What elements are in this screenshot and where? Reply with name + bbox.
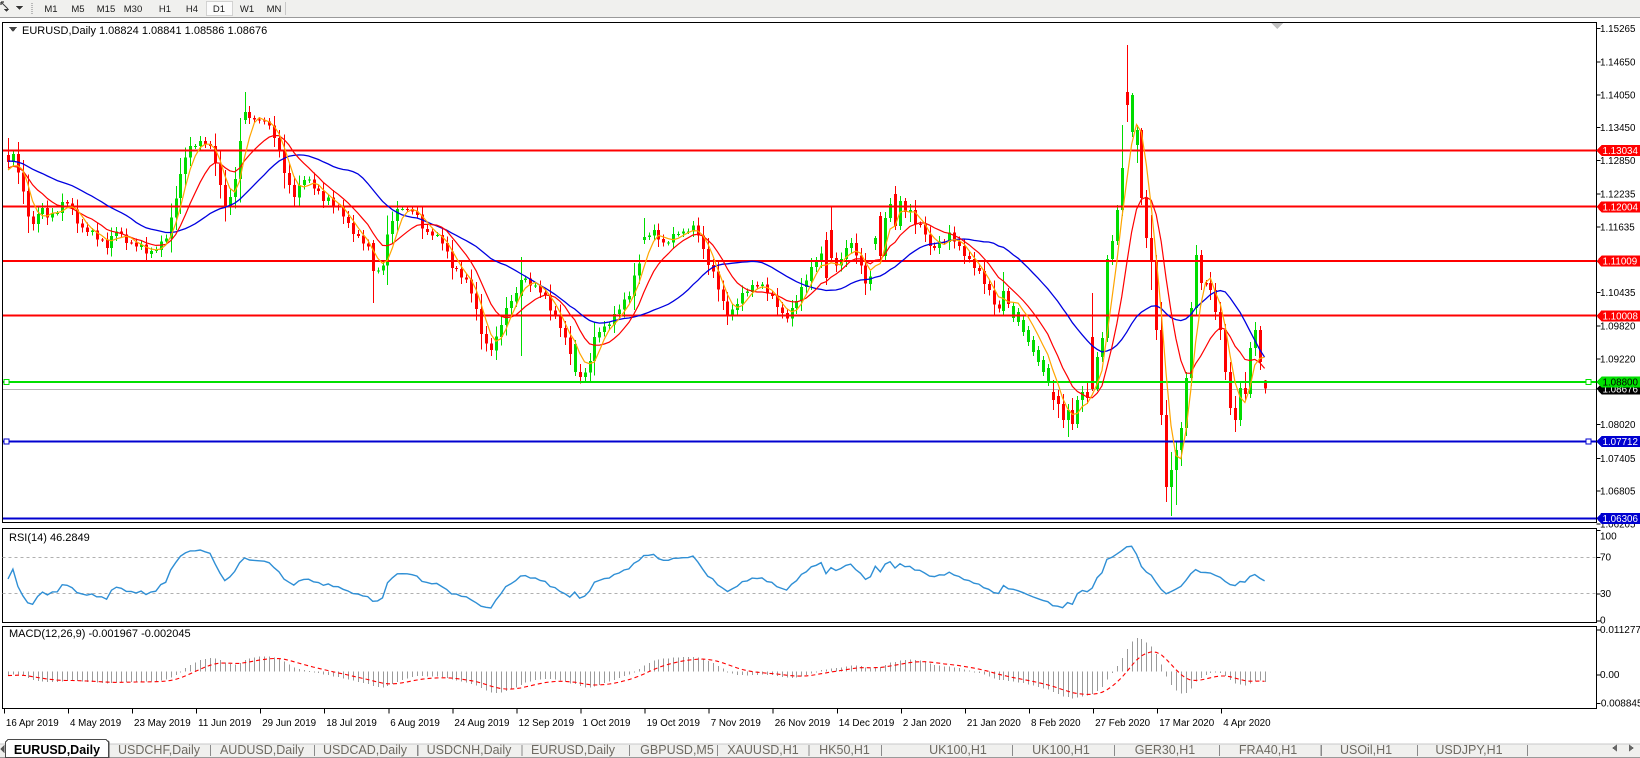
svg-text:M1: M1 [44, 4, 57, 15]
svg-text:MACD(12,26,9) -0.001967 -0.002: MACD(12,26,9) -0.001967 -0.002045 [9, 628, 191, 640]
svg-text:UK100,H1: UK100,H1 [929, 743, 987, 757]
svg-text:18 Jul 2019: 18 Jul 2019 [326, 718, 377, 729]
svg-text:100: 100 [1600, 532, 1617, 543]
svg-text:1.08020: 1.08020 [1600, 420, 1636, 431]
svg-text:1.06306: 1.06306 [1603, 514, 1639, 525]
svg-text:17 Mar 2020: 17 Mar 2020 [1159, 718, 1215, 729]
svg-text:D1: D1 [213, 4, 225, 15]
svg-text:4 Apr 2020: 4 Apr 2020 [1223, 718, 1271, 729]
svg-text:29 Jun 2019: 29 Jun 2019 [262, 718, 316, 729]
svg-text:0: 0 [1600, 616, 1606, 627]
svg-text:1.13034: 1.13034 [1603, 146, 1639, 157]
svg-text:24 Aug 2019: 24 Aug 2019 [454, 718, 509, 729]
svg-text:USDCHF,Daily: USDCHF,Daily [118, 743, 201, 757]
svg-text:1.08676: 1.08676 [1603, 384, 1639, 395]
svg-text:12 Sep 2019: 12 Sep 2019 [519, 718, 575, 729]
svg-text:AUDUSD,Daily: AUDUSD,Daily [220, 743, 305, 757]
svg-text:USDCAD,Daily: USDCAD,Daily [323, 743, 408, 757]
svg-text:RSI(14) 46.2849: RSI(14) 46.2849 [9, 532, 90, 544]
svg-text:1 Oct 2019: 1 Oct 2019 [583, 718, 631, 729]
svg-text:1.08800: 1.08800 [1603, 378, 1639, 389]
svg-text:1.14050: 1.14050 [1600, 90, 1636, 101]
svg-text:30: 30 [1600, 589, 1612, 600]
svg-text:11 Jun 2019: 11 Jun 2019 [198, 718, 251, 729]
svg-text:4 May 2019: 4 May 2019 [70, 718, 121, 729]
svg-text:M30: M30 [124, 4, 142, 15]
svg-text:1.10008: 1.10008 [1603, 311, 1639, 322]
svg-text:1.14650: 1.14650 [1600, 58, 1636, 69]
svg-text:GBPUSD,M5: GBPUSD,M5 [640, 743, 714, 757]
svg-text:USDCNH,Daily: USDCNH,Daily [427, 743, 512, 757]
svg-text:1.12004: 1.12004 [1603, 202, 1639, 213]
svg-text:70: 70 [1600, 553, 1612, 564]
svg-text:MN: MN [267, 4, 282, 15]
svg-text:EURUSD,Daily: EURUSD,Daily [14, 743, 100, 757]
svg-text:8 Feb 2020: 8 Feb 2020 [1031, 718, 1081, 729]
svg-text:26 Nov 2019: 26 Nov 2019 [775, 718, 831, 729]
svg-text:1.07712: 1.07712 [1603, 437, 1638, 448]
svg-text:0.011277: 0.011277 [1600, 625, 1640, 636]
svg-text:1.13450: 1.13450 [1600, 123, 1636, 134]
svg-text:1.09820: 1.09820 [1600, 322, 1636, 333]
svg-text:1.07405: 1.07405 [1600, 454, 1636, 465]
svg-text:1.15265: 1.15265 [1600, 24, 1636, 35]
svg-text:M15: M15 [97, 4, 115, 15]
svg-text:1.12850: 1.12850 [1600, 156, 1636, 167]
svg-text:1.10435: 1.10435 [1600, 288, 1636, 299]
svg-text:1.06805: 1.06805 [1600, 487, 1636, 498]
svg-text:W1: W1 [240, 4, 254, 15]
svg-text:FRA40,H1: FRA40,H1 [1239, 743, 1297, 757]
svg-text:27 Feb 2020: 27 Feb 2020 [1095, 718, 1151, 729]
svg-text:21 Jan 2020: 21 Jan 2020 [967, 718, 1021, 729]
svg-text:H4: H4 [186, 4, 198, 15]
svg-text:EURUSD,Daily: EURUSD,Daily [531, 743, 616, 757]
svg-text:2 Jan 2020: 2 Jan 2020 [903, 718, 952, 729]
svg-text:19 Oct 2019: 19 Oct 2019 [647, 718, 700, 729]
svg-text:7 Nov 2019: 7 Nov 2019 [711, 718, 761, 729]
svg-text:M5: M5 [71, 4, 84, 15]
svg-text:1.09220: 1.09220 [1600, 355, 1636, 366]
svg-text:6 Aug 2019: 6 Aug 2019 [390, 718, 440, 729]
svg-text:GER30,H1: GER30,H1 [1135, 743, 1195, 757]
svg-text:UK100,H1: UK100,H1 [1032, 743, 1090, 757]
svg-text:EURUSD,Daily 1.08824 1.08841: EURUSD,Daily 1.08824 1.08841 1.08586 1.0… [22, 25, 267, 37]
svg-text:1.12235: 1.12235 [1600, 190, 1636, 201]
svg-text:23 May 2019: 23 May 2019 [134, 718, 191, 729]
svg-text:-0.008845: -0.008845 [1598, 699, 1640, 710]
svg-text:14 Dec 2019: 14 Dec 2019 [839, 718, 895, 729]
svg-text:1.06205: 1.06205 [1600, 519, 1636, 530]
svg-text:XAUUSD,H1: XAUUSD,H1 [727, 743, 799, 757]
svg-text:16 Apr 2019: 16 Apr 2019 [6, 718, 59, 729]
svg-text:HK50,H1: HK50,H1 [819, 743, 870, 757]
svg-text:1.11009: 1.11009 [1603, 257, 1638, 268]
svg-text:1.11635: 1.11635 [1600, 223, 1635, 234]
svg-text:USOil,H1: USOil,H1 [1340, 743, 1392, 757]
svg-text:USDJPY,H1: USDJPY,H1 [1435, 743, 1502, 757]
svg-text:H1: H1 [159, 4, 171, 15]
svg-text:0.00: 0.00 [1600, 670, 1620, 681]
